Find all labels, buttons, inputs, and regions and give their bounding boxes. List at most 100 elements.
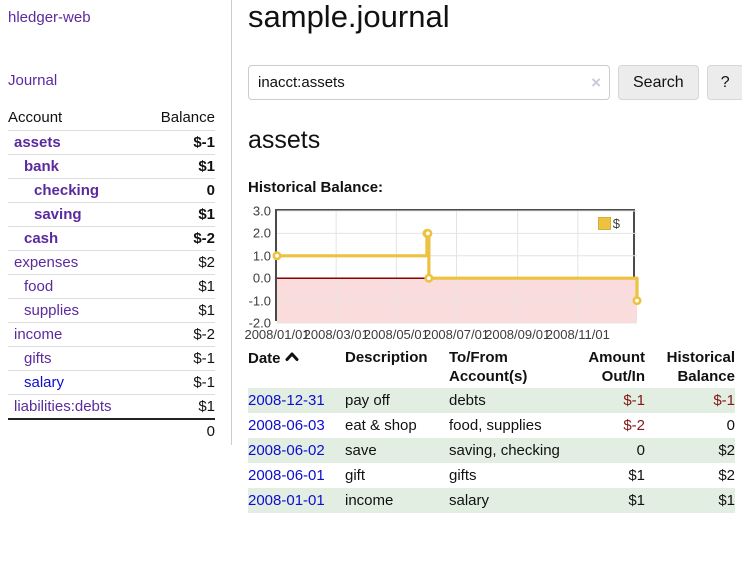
x-tick-label: 2008/01/01 — [244, 327, 310, 343]
register-amount: $1 — [628, 467, 645, 485]
chart-svg — [272, 210, 642, 324]
register-accounts: gifts — [449, 467, 477, 485]
register-balance: $1 — [718, 492, 735, 510]
accounts-header-row: Account Balance — [8, 106, 215, 131]
account-row: cash $-2 — [8, 226, 215, 251]
account-link-checking[interactable]: checking — [34, 182, 100, 199]
register-header-row: Date Description To/From Account(s) Amou… — [248, 346, 735, 388]
register-accounts: saving, checking — [449, 442, 560, 460]
legend-swatch-icon — [597, 217, 611, 231]
register-header-amount: Amount Out/In — [588, 349, 645, 386]
y-tick-label: 0.0 — [252, 270, 271, 286]
x-tick-label: 2008/07/01 — [423, 327, 490, 343]
legend-label: $ — [612, 216, 620, 232]
register-accounts: debts — [449, 392, 486, 410]
account-link-cash[interactable]: cash — [24, 230, 59, 247]
accounts-header-balance: Balance — [160, 109, 215, 126]
account-balance: $1 — [143, 394, 215, 419]
register-balance: $-1 — [713, 392, 735, 410]
app-title-link[interactable]: hledger-web — [8, 9, 91, 26]
account-row: supplies $1 — [8, 298, 215, 323]
account-balance: $-1 — [143, 346, 215, 371]
x-tick-label: 2008/05/01 — [363, 327, 429, 343]
search-form: × Search ? — [248, 65, 742, 101]
account-row: assets $-1 — [8, 130, 215, 155]
sort-ascending-icon — [285, 348, 299, 367]
register-date-link[interactable]: 2008-01-01 — [248, 492, 325, 510]
account-link-food[interactable]: food — [24, 278, 54, 295]
balance-chart: $ 3.0 2.0 1.0 0.0 -1.0 -2.0 2008/01/01 2008/03… — [244, 204, 642, 342]
register-balance: $2 — [718, 467, 735, 485]
register-date-link[interactable]: 2008-06-02 — [248, 442, 325, 460]
account-row: liabilities:debts $1 — [8, 394, 215, 419]
account-balance: $1 — [143, 274, 215, 299]
register-row: 2008-06-01 gift gifts $1 $2 — [248, 463, 735, 488]
account-link-supplies[interactable]: supplies — [24, 302, 80, 319]
register-balance: $2 — [718, 442, 735, 460]
account-row: salary $-1 — [8, 370, 215, 395]
account-link-salary[interactable]: salary — [24, 374, 65, 391]
account-balance: 0 — [143, 178, 215, 203]
account-link-income[interactable]: income — [14, 326, 63, 343]
account-link-assets[interactable]: assets — [14, 134, 61, 151]
register-row: 2008-06-02 save saving, checking 0 $2 — [248, 438, 735, 464]
register-row: 2008-06-03 eat & shop food, supplies $-2… — [248, 413, 735, 438]
account-row: income $-2 — [8, 322, 215, 347]
account-balance: $1 — [143, 298, 215, 323]
register-header-accounts: To/From Account(s) — [449, 349, 528, 386]
page: hledger-web Journal Account Balance asse… — [8, 0, 742, 514]
account-heading: assets — [248, 126, 321, 155]
register-description: save — [345, 442, 377, 460]
y-tick-label: 1.0 — [252, 248, 271, 264]
register-amount: $1 — [628, 492, 645, 510]
x-tick-label: 2008/09/01 — [485, 327, 551, 343]
accounts-total-row: 0 — [8, 418, 215, 443]
chart-plot-area[interactable]: $ 3.0 2.0 1.0 0.0 -1.0 -2.0 2008/01/01 2008/03… — [244, 204, 642, 342]
account-balance: $-2 — [143, 322, 215, 347]
account-link-bank[interactable]: bank — [24, 158, 60, 175]
register-date-link[interactable]: 2008-06-01 — [248, 467, 325, 485]
register-date-link[interactable]: 2008-06-03 — [248, 417, 325, 435]
help-button[interactable]: ? — [706, 65, 742, 101]
register-date-link[interactable]: 2008-12-31 — [248, 392, 325, 410]
accounts-table-body: assets $-1 bank $1 checking 0 saving $1 … — [8, 130, 215, 419]
sidebar-item-journal[interactable]: Journal — [8, 72, 58, 89]
chart-legend: $ — [597, 216, 620, 232]
clear-search-icon[interactable]: × — [591, 73, 601, 93]
search-button[interactable]: Search — [618, 65, 699, 101]
account-link-gifts[interactable]: gifts — [24, 350, 52, 367]
account-balance: $2 — [143, 250, 215, 275]
account-balance: $-1 — [143, 130, 215, 155]
y-tick-label: -1.0 — [248, 293, 271, 309]
account-link-saving[interactable]: saving — [34, 206, 82, 223]
register-header-description: Description — [345, 349, 428, 367]
search-input-wrap: × — [248, 65, 610, 101]
y-tick-label: 3.0 — [252, 203, 271, 219]
account-link-liabilities:debts[interactable]: liabilities:debts — [14, 398, 112, 415]
register-header-balance: Historical Balance — [666, 349, 735, 386]
chart-title: Historical Balance: — [248, 179, 384, 197]
search-input[interactable] — [248, 65, 610, 101]
page-title: sample.journal — [248, 0, 450, 34]
accounts-table: Account Balance assets $-1 bank $1 check… — [8, 106, 215, 443]
register-row: 2008-12-31 pay off debts $-1 $-1 — [248, 388, 735, 414]
account-row: food $1 — [8, 274, 215, 299]
accounts-header-account: Account — [8, 109, 63, 126]
register-accounts: salary — [449, 492, 490, 510]
register-description: income — [345, 492, 394, 510]
register-amount: $-2 — [623, 417, 645, 435]
register-header-date[interactable]: Date — [248, 346, 345, 388]
account-balance: $1 — [143, 202, 215, 227]
account-link-expenses[interactable]: expenses — [14, 254, 79, 271]
register-description: gift — [345, 467, 366, 485]
account-row: gifts $-1 — [8, 346, 215, 371]
register-table-body: 2008-12-31 pay off debts $-1 $-1 2008-06… — [248, 388, 735, 514]
account-balance: $-1 — [143, 370, 215, 395]
account-row: expenses $2 — [8, 250, 215, 275]
register-description: pay off — [345, 392, 390, 410]
x-tick-label: 2008/11/01 — [545, 327, 610, 343]
register-accounts: food, supplies — [449, 417, 542, 435]
account-balance: $-2 — [143, 226, 215, 251]
register-amount: $-1 — [623, 392, 645, 410]
account-row: saving $1 — [8, 202, 215, 227]
